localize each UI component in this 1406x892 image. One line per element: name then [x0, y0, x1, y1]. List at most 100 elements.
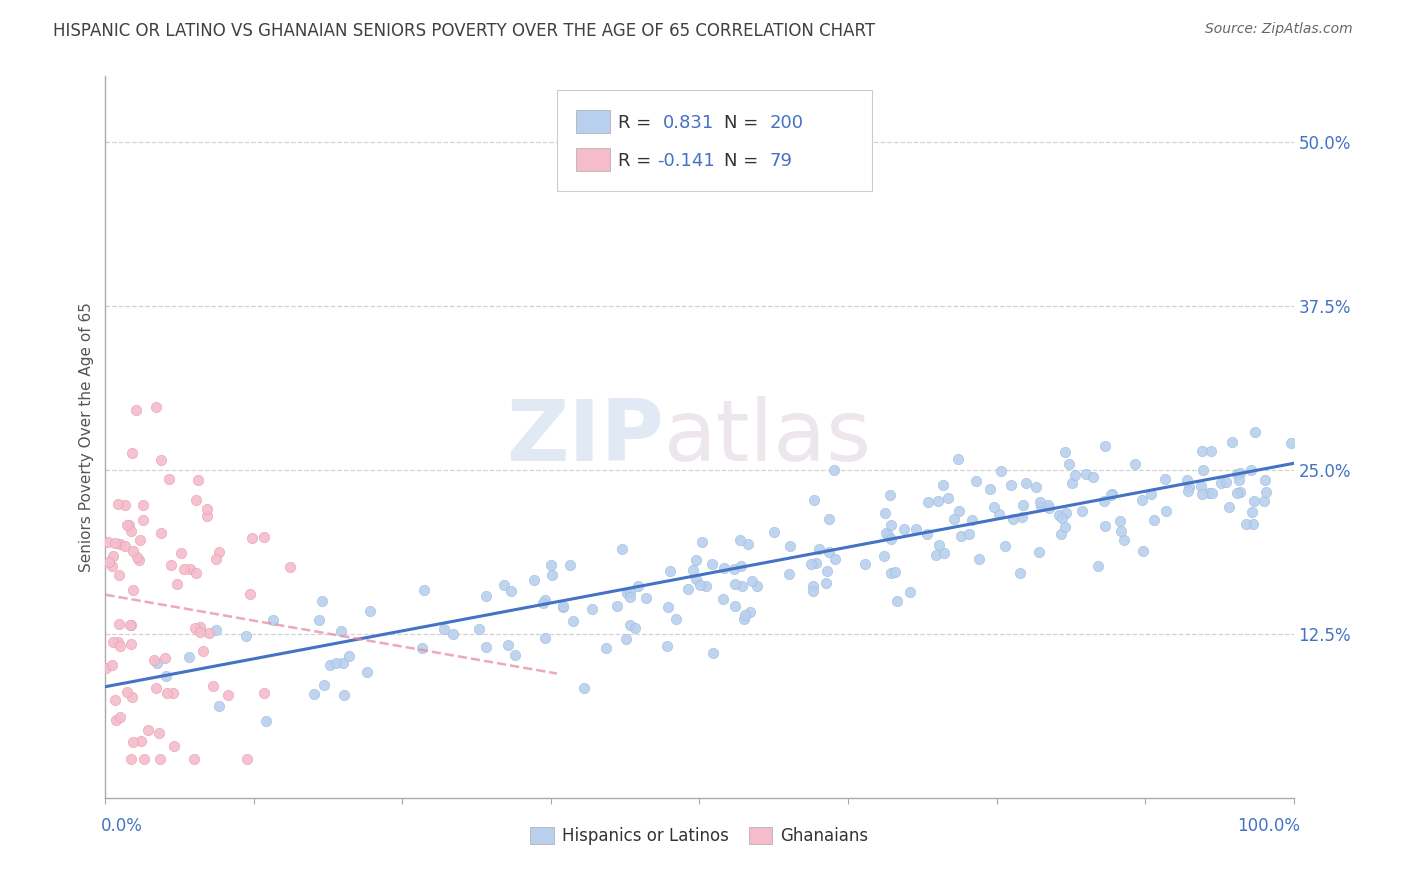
Point: [120, 752, 142, 766]
Point: [1201, 444, 1223, 458]
Point: [1189, 479, 1212, 493]
Text: 200: 200: [769, 114, 804, 132]
Point: [990, 464, 1012, 478]
Point: [1008, 566, 1031, 580]
Point: [801, 584, 824, 599]
Point: [492, 578, 515, 592]
Point: [877, 528, 900, 542]
Point: [145, 400, 167, 414]
Point: [155, 669, 177, 683]
Point: [129, 533, 152, 547]
Point: [253, 531, 276, 545]
Point: [104, 693, 127, 707]
Text: N =: N =: [724, 152, 765, 170]
Text: HISPANIC OR LATINO VS GHANAIAN SENIORS POVERTY OVER THE AGE OF 65 CORRELATION CH: HISPANIC OR LATINO VS GHANAIAN SENIORS P…: [53, 22, 876, 40]
Point: [803, 492, 825, 507]
Point: [155, 686, 177, 700]
Point: [110, 537, 132, 551]
Point: [690, 534, 713, 549]
Point: [201, 679, 224, 693]
Point: [779, 539, 801, 553]
Point: [531, 596, 554, 610]
Point: [711, 592, 734, 607]
Point: [1025, 480, 1047, 494]
Point: [412, 583, 434, 598]
Point: [879, 488, 901, 502]
Point: [581, 602, 603, 616]
Point: [917, 495, 939, 509]
Point: [979, 482, 1001, 496]
Point: [162, 686, 184, 700]
Point: [121, 445, 143, 459]
Point: [179, 562, 201, 576]
Point: [120, 617, 142, 632]
Point: [108, 616, 131, 631]
Point: [127, 550, 149, 565]
Point: [619, 584, 641, 599]
Point: [695, 579, 717, 593]
Text: N =: N =: [724, 114, 765, 132]
Point: [125, 402, 148, 417]
Point: [302, 687, 325, 701]
Point: [160, 558, 183, 572]
Point: [623, 621, 645, 635]
Point: [1081, 470, 1104, 484]
Point: [994, 539, 1017, 553]
Point: [104, 535, 127, 549]
Point: [873, 549, 896, 564]
Point: [936, 491, 959, 505]
Point: [728, 533, 751, 547]
Point: [183, 621, 205, 635]
Point: [685, 552, 707, 566]
Point: [738, 606, 761, 620]
Point: [128, 552, 150, 566]
Point: [1087, 558, 1109, 573]
Point: [733, 612, 755, 626]
Point: [1279, 436, 1302, 450]
Point: [204, 623, 226, 637]
Point: [558, 558, 581, 572]
Point: [534, 593, 557, 607]
Point: [572, 681, 595, 696]
Point: [235, 629, 257, 643]
Y-axis label: Seniors Poverty Over the Age of 65: Seniors Poverty Over the Age of 65: [79, 302, 94, 572]
Point: [1101, 487, 1123, 501]
Point: [1015, 476, 1038, 491]
Point: [1154, 472, 1177, 486]
Point: [957, 527, 980, 541]
Point: [1099, 488, 1122, 502]
Point: [1029, 499, 1052, 513]
Point: [1243, 425, 1265, 439]
Point: [115, 518, 138, 533]
Point: [468, 622, 491, 636]
Point: [149, 752, 172, 766]
Point: [1109, 515, 1132, 529]
Point: [702, 646, 724, 660]
Point: [166, 577, 188, 591]
Point: [1114, 533, 1136, 548]
Point: [1052, 510, 1074, 524]
Point: [433, 622, 456, 636]
Point: [107, 635, 129, 649]
Point: [101, 658, 124, 673]
Point: [1191, 444, 1213, 458]
Point: [965, 474, 987, 488]
Point: [1154, 503, 1177, 517]
Point: [148, 725, 170, 739]
Legend: Hispanics or Latinos, Ghanaians: Hispanics or Latinos, Ghanaians: [523, 820, 876, 852]
Point: [928, 538, 950, 552]
Point: [191, 644, 214, 658]
Point: [1177, 483, 1199, 498]
Point: [808, 541, 831, 556]
Point: [676, 582, 699, 596]
Point: [120, 618, 142, 632]
Point: [1094, 518, 1116, 533]
Point: [108, 567, 131, 582]
Point: [551, 600, 574, 615]
Point: [239, 586, 262, 600]
Point: [685, 572, 707, 586]
Point: [1057, 458, 1080, 472]
Point: [1139, 486, 1161, 500]
Point: [724, 599, 747, 614]
Point: [311, 593, 333, 607]
